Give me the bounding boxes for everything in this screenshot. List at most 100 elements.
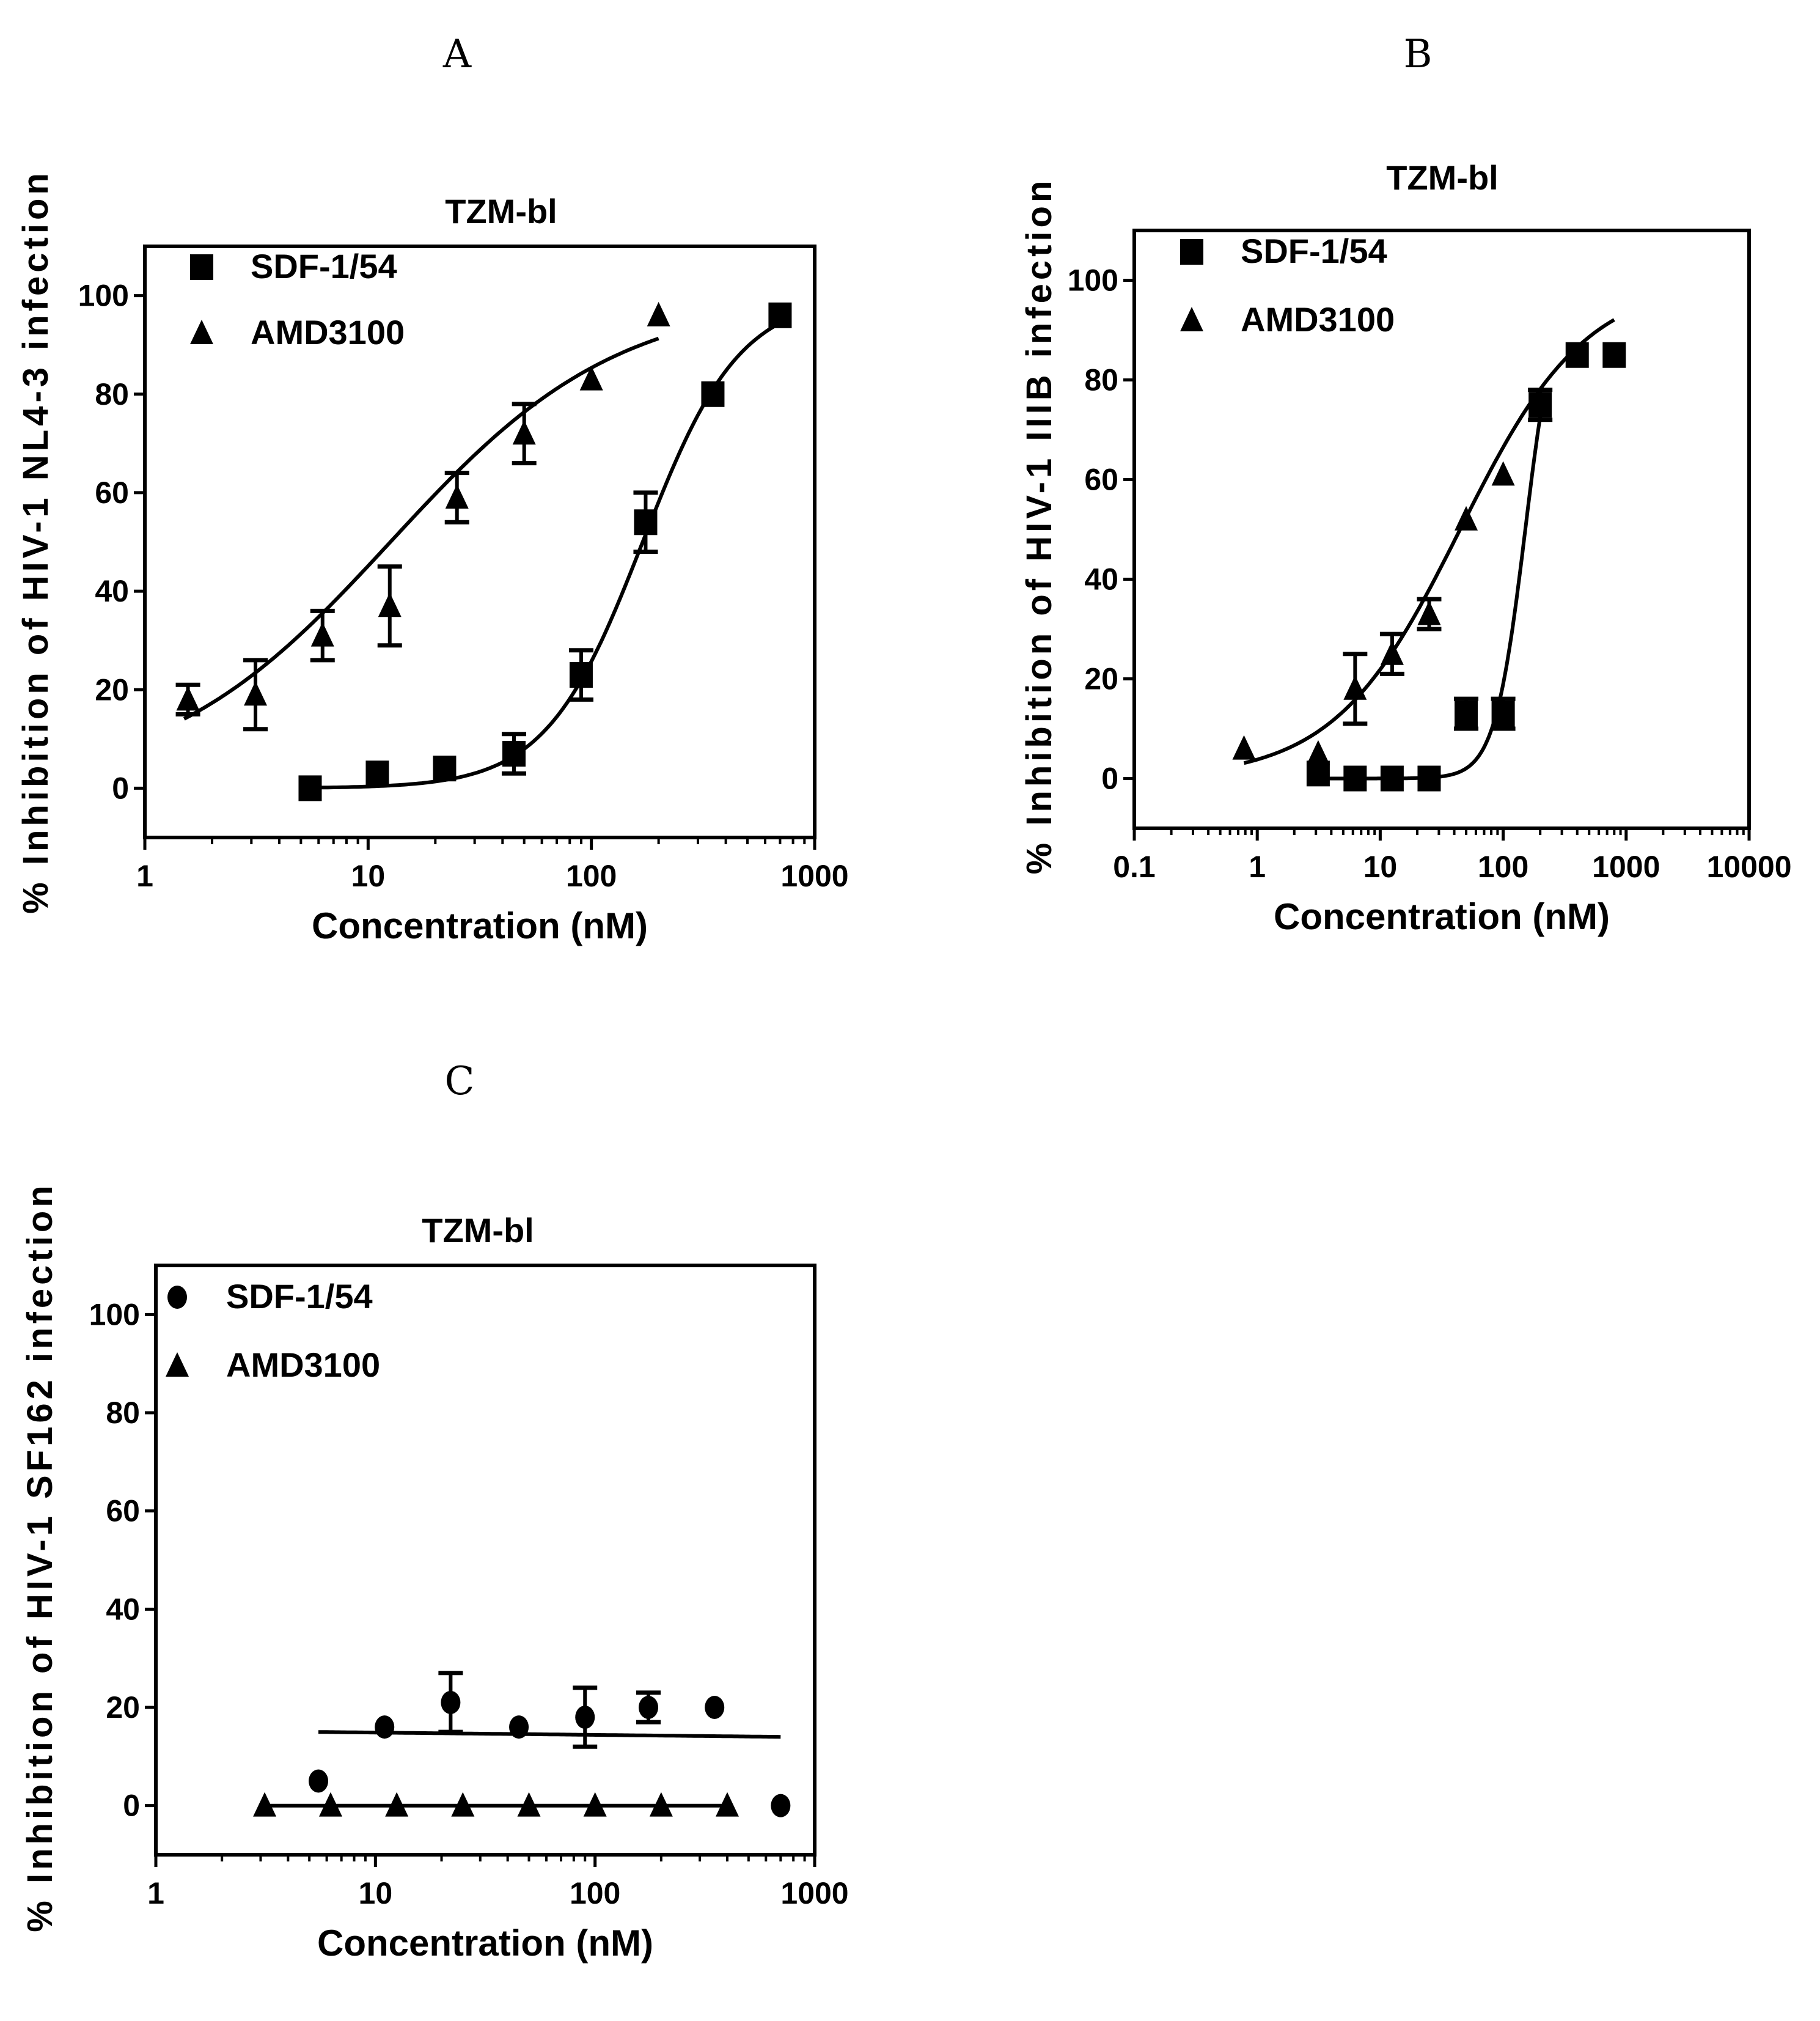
data-point — [375, 1715, 395, 1739]
legend-marker — [1180, 239, 1203, 265]
data-point — [771, 1794, 791, 1817]
data-point — [575, 1706, 595, 1729]
data-point — [1528, 391, 1552, 416]
fit-curve — [1243, 318, 1615, 765]
chart-title: TZM-bl — [445, 192, 557, 230]
y-tick-label: 60 — [95, 476, 129, 510]
data-point — [1306, 760, 1330, 787]
x-tick-label: 10 — [351, 859, 386, 893]
data-point — [1491, 461, 1515, 486]
chart-panel-b: B TZM-bl 0 20 40 60 80 100 0.1 1 10 100 1000 10000 Con… — [1019, 32, 1792, 937]
y-tick-label: 100 — [89, 1297, 140, 1331]
data-point — [701, 381, 725, 407]
x-tick-label: 1 — [136, 859, 153, 893]
x-axis-label: Concentration (nM) — [317, 1923, 653, 1964]
legend-label: AMD3100 — [1241, 300, 1395, 339]
data-point — [647, 301, 670, 326]
y-tick-label: 80 — [95, 377, 129, 411]
panel-letter: B — [1403, 32, 1432, 77]
legend-label: SDF-1/54 — [1241, 232, 1387, 270]
data-point — [638, 1696, 658, 1719]
data-point — [583, 1792, 607, 1817]
data-point — [509, 1715, 529, 1739]
data-point — [1417, 600, 1441, 625]
chart-title: TZM-bl — [422, 1211, 534, 1250]
y-tick-label: 0 — [112, 771, 129, 805]
y-tick-label: 60 — [1084, 463, 1118, 497]
data-point — [378, 592, 402, 617]
data-point — [445, 484, 469, 509]
legend-marker — [166, 1352, 189, 1377]
data-point — [451, 1792, 475, 1817]
chart-panel-a: A TZM-bl 0 20 40 60 80 100 1 10 100 1000 Concentrati… — [16, 32, 849, 946]
data-point — [244, 681, 268, 706]
data-point — [1380, 640, 1404, 665]
y-axis-label: % Inhibition of HIV-1 NL4-3 infection — [16, 169, 56, 914]
plot-frame — [154, 1264, 816, 1857]
data-point — [176, 686, 200, 711]
plot-frame — [143, 245, 816, 839]
data-point — [1455, 506, 1478, 531]
data-point — [365, 760, 389, 787]
data-point — [318, 1792, 342, 1817]
y-tick-label: 100 — [78, 279, 129, 313]
data-point — [385, 1792, 409, 1817]
data-point — [1343, 765, 1367, 792]
data-point — [716, 1792, 739, 1817]
y-tick-label: 60 — [106, 1494, 140, 1528]
x-tick-label: 100 — [1478, 850, 1528, 884]
data-point — [569, 662, 593, 688]
x-tick-label: 10000 — [1706, 850, 1791, 884]
data-point — [309, 1769, 329, 1793]
y-tick-label: 20 — [1084, 662, 1118, 696]
series-amd3100 — [253, 1792, 739, 1817]
y-tick-label: 20 — [106, 1690, 140, 1725]
x-tick-label: 0.1 — [1113, 850, 1156, 884]
x-tick-label: 1000 — [780, 1876, 848, 1910]
series-amd3100 — [175, 301, 670, 732]
chart-panel-c: C TZM-bl 0 20 40 60 80 100 1 10 100 1000 Concentrati… — [20, 1059, 849, 1964]
legend-marker — [167, 1286, 187, 1309]
y-tick-label: 20 — [95, 672, 129, 707]
y-tick-label: 80 — [106, 1396, 140, 1430]
x-tick-label: 10 — [359, 1876, 393, 1910]
plot-frame — [1132, 229, 1751, 830]
data-point — [1306, 740, 1330, 765]
data-point — [310, 622, 334, 647]
panel-letter: C — [445, 1059, 475, 1104]
panel-letter: A — [442, 32, 472, 77]
data-point — [433, 756, 457, 782]
y-axis-label: % Inhibition of HIV-1 SF162 infection — [20, 1182, 60, 1932]
legend-marker — [1180, 307, 1203, 331]
y-tick-label: 40 — [106, 1592, 140, 1626]
data-point — [1491, 701, 1515, 727]
legend-label: AMD3100 — [226, 1345, 380, 1384]
data-point — [1455, 701, 1478, 727]
chart-title: TZM-bl — [1386, 158, 1498, 197]
x-axis-label: Concentration (nM) — [1274, 896, 1610, 937]
data-point — [768, 302, 792, 328]
y-axis-label: % Inhibition of HIV-1 IIIB infection — [1019, 177, 1059, 875]
legend-label: AMD3100 — [251, 313, 405, 352]
data-point — [298, 775, 322, 801]
data-point — [1417, 765, 1441, 792]
x-tick-label: 100 — [566, 859, 617, 893]
data-point — [1343, 675, 1367, 700]
data-point — [512, 420, 536, 445]
legend-label: SDF-1/54 — [226, 1277, 373, 1316]
fit-curve — [183, 336, 659, 721]
x-tick-label: 1 — [147, 1876, 164, 1910]
y-tick-label: 80 — [1084, 363, 1118, 397]
data-point — [649, 1792, 673, 1817]
y-tick-label: 100 — [1068, 263, 1118, 298]
data-point — [1380, 765, 1404, 792]
legend-marker — [190, 254, 213, 280]
data-point — [1602, 342, 1626, 368]
series-sdf-1-54 — [309, 1671, 791, 1817]
data-point — [705, 1696, 725, 1719]
x-tick-label: 1000 — [780, 859, 848, 893]
y-tick-label: 40 — [95, 574, 129, 608]
y-tick-label: 40 — [1084, 562, 1118, 597]
y-tick-label: 0 — [123, 1789, 140, 1823]
